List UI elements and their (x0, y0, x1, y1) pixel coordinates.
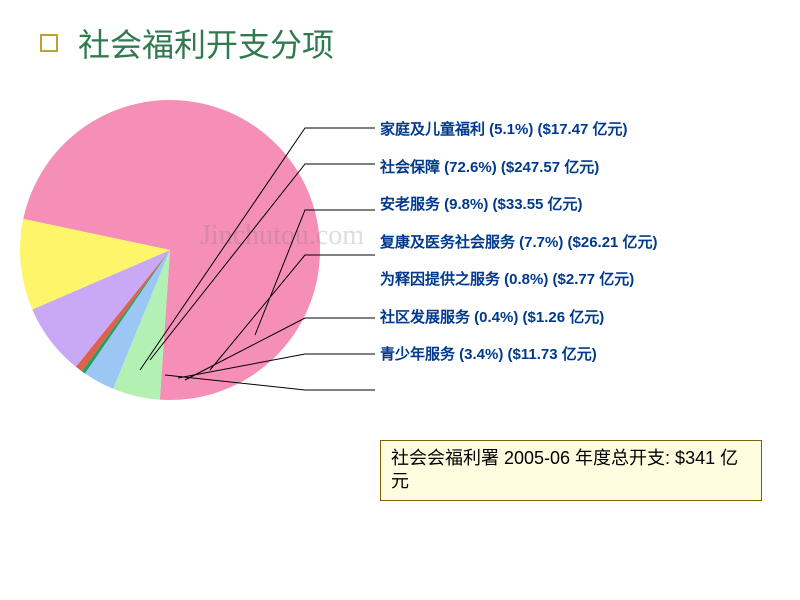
legend-label-community_dev: 社区发展服务 (0.4%) ($1.26 亿元) (380, 308, 780, 328)
legend-label-ex_offender: 为释因提供之服务 (0.8%) ($2.77 亿元) (380, 270, 780, 290)
legend-label-social_security: 社会保障 (72.6%) ($247.57 亿元) (380, 158, 780, 178)
legend-labels: 家庭及儿童福利 (5.1%) ($17.47 亿元) 社会保障 (72.6%) (… (380, 120, 780, 383)
legend-label-youth: 青少年服务 (3.4%) ($11.73 亿元) (380, 345, 780, 365)
legend-label-family_child: 家庭及儿童福利 (5.1%) ($17.47 亿元) (380, 120, 780, 140)
legend-label-rehab_medical: 复康及医务社会服务 (7.7%) ($26.21 亿元) (380, 233, 780, 253)
legend-label-elderly: 安老服务 (9.8%) ($33.55 亿元) (380, 195, 780, 215)
total-box: 社会会福利署 2005-06 年度总开支: $341 亿元 (380, 440, 762, 501)
